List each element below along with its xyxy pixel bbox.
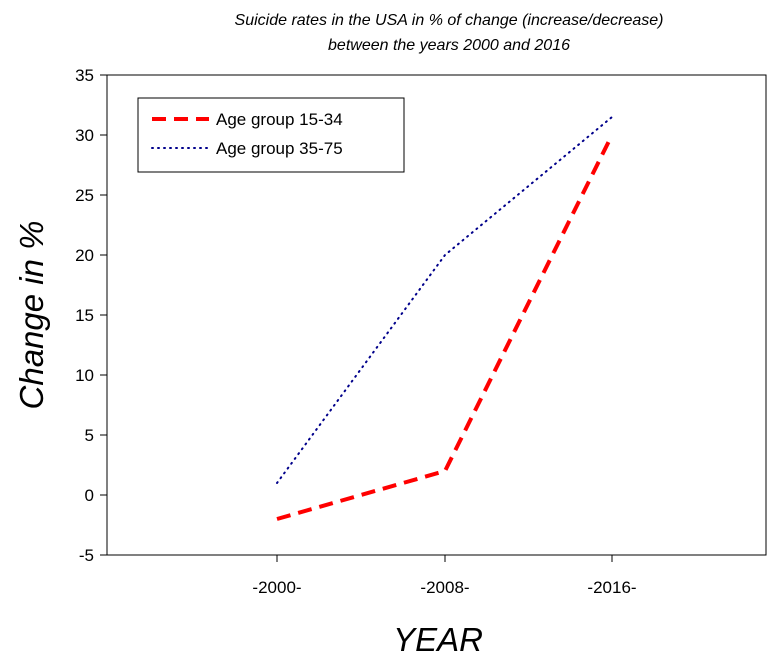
y-tick-label: -5 [79, 546, 94, 565]
series-line-age-15-34 [276, 134, 614, 521]
y-tick-label: 20 [75, 246, 94, 265]
y-tick-label: 0 [85, 486, 94, 505]
y-tick-label: 10 [75, 366, 94, 385]
y-axis-title: Change in % [13, 221, 50, 410]
x-tick-label: -2008- [420, 578, 469, 597]
chart-title-line-2: between the years 2000 and 2016 [328, 37, 570, 54]
series-line-age-35-75 [276, 116, 613, 484]
chart-title-line-1: Suicide rates in the USA in % of change … [235, 12, 664, 29]
x-tick-label: -2016- [587, 578, 636, 597]
legend-label-age-15-34: Age group 15-34 [216, 110, 343, 129]
x-tick-label: -2000- [252, 578, 301, 597]
legend-label-age-35-75: Age group 35-75 [216, 139, 343, 158]
y-tick-label: 30 [75, 126, 94, 145]
x-axis-title: YEAR [393, 621, 483, 657]
y-tick-label: 15 [75, 306, 94, 325]
series-layer [276, 116, 614, 521]
legend-box [137, 97, 405, 173]
y-tick-label: 25 [75, 186, 94, 205]
y-axis: -5 0 5 10 15 20 25 30 35 [75, 66, 107, 565]
x-axis: -2000- -2008- -2016- [252, 555, 637, 597]
y-tick-label: 35 [75, 66, 94, 85]
y-tick-label: 5 [85, 426, 94, 445]
legend: Age group 15-34 Age group 35-75 [137, 97, 405, 173]
